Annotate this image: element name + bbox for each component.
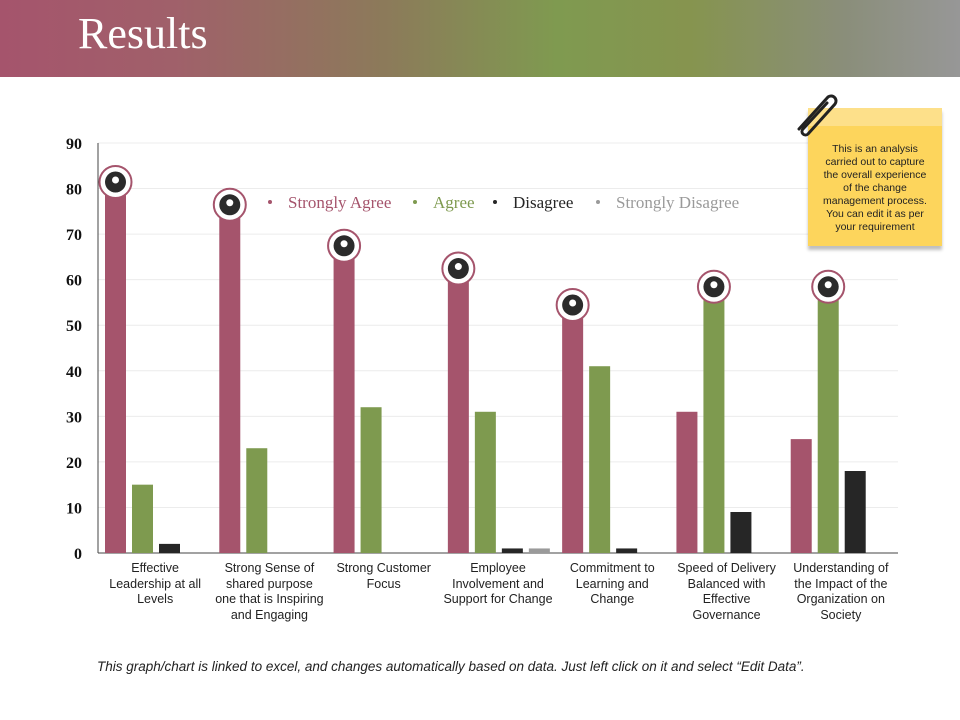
bar-agree <box>589 366 611 553</box>
document-edit-icon <box>696 269 731 304</box>
bar-strongly-agree <box>790 439 812 553</box>
legend-label: Disagree <box>513 193 573 212</box>
bar-agree <box>132 484 153 553</box>
icon-glyph-detail <box>824 281 832 289</box>
category-label: Strong Sense of shared purpose one that … <box>215 561 324 622</box>
footer-note: This graph/chart is linked to excel, and… <box>97 659 805 674</box>
bar-agree <box>703 288 725 553</box>
bar-agree <box>817 288 839 553</box>
legend-marker <box>493 200 497 204</box>
category-label: Employee Involvement and Support for Cha… <box>443 561 553 606</box>
bar-strongly-disagree <box>528 548 550 553</box>
bar-disagree <box>159 543 180 553</box>
bar-strongly-agree <box>562 307 584 553</box>
bar-disagree <box>730 512 752 553</box>
bar-agree <box>474 411 496 553</box>
legend-marker <box>413 200 417 204</box>
paperclip-icon <box>797 94 838 137</box>
y-tick-label: 90 <box>66 136 82 153</box>
bar-strongly-agree <box>105 184 126 553</box>
bar-disagree <box>501 548 523 553</box>
icon-glyph-detail <box>112 176 119 184</box>
note-tape <box>808 108 942 126</box>
bar-strongly-agree <box>447 270 469 553</box>
head-gear-icon <box>555 288 590 322</box>
legend-label: Strongly Disagree <box>616 193 739 212</box>
note-text: This is an analysis carried out to captu… <box>823 143 927 233</box>
y-tick-label: 0 <box>74 546 82 563</box>
icon-glyph-detail <box>569 299 577 307</box>
y-tick-label: 70 <box>66 227 82 244</box>
legend-label: Agree <box>433 193 475 212</box>
clipboard-checklist-icon <box>212 187 247 222</box>
category-label: Strong Customer Focus <box>336 561 431 591</box>
magnifier-people-icon <box>327 228 362 263</box>
page-title: Results <box>78 9 208 58</box>
bar-strongly-agree <box>333 247 355 553</box>
legend-label: Strongly Agree <box>288 193 391 212</box>
category-label: Understanding of the Impact of the Organ… <box>793 561 889 622</box>
y-tick-label: 10 <box>66 500 82 517</box>
y-tick-label: 20 <box>66 455 82 472</box>
category-label: Commitment to Learning and Change <box>569 561 655 606</box>
y-tick-label: 30 <box>66 409 82 426</box>
icon-glyph-detail <box>710 281 718 289</box>
title-banner: Results <box>0 0 960 77</box>
bar-agree <box>360 407 382 553</box>
bar-strongly-agree <box>676 411 698 553</box>
bar-agree <box>246 448 268 553</box>
icon-glyph-detail <box>454 263 462 271</box>
icon-glyph-detail <box>226 199 234 207</box>
category-label: Speed of Delivery Balanced with Effectiv… <box>677 561 776 622</box>
y-tick-label: 40 <box>66 364 82 381</box>
team-icon <box>98 165 133 199</box>
handshake-icon <box>811 269 846 304</box>
y-tick-label: 50 <box>66 318 82 335</box>
refresh-person-icon <box>441 251 476 286</box>
bar-strongly-agree <box>219 206 241 553</box>
icon-glyph-detail <box>340 240 348 248</box>
y-tick-label: 60 <box>66 273 82 290</box>
y-tick-label: 80 <box>66 182 82 199</box>
sticky-note: This is an analysis carried out to captu… <box>808 108 942 246</box>
legend-marker <box>596 200 600 204</box>
bar-disagree <box>844 471 866 553</box>
category-label: Effective Leadership at all Levels <box>109 561 201 606</box>
legend-marker <box>268 200 272 204</box>
bar-disagree <box>616 548 638 553</box>
